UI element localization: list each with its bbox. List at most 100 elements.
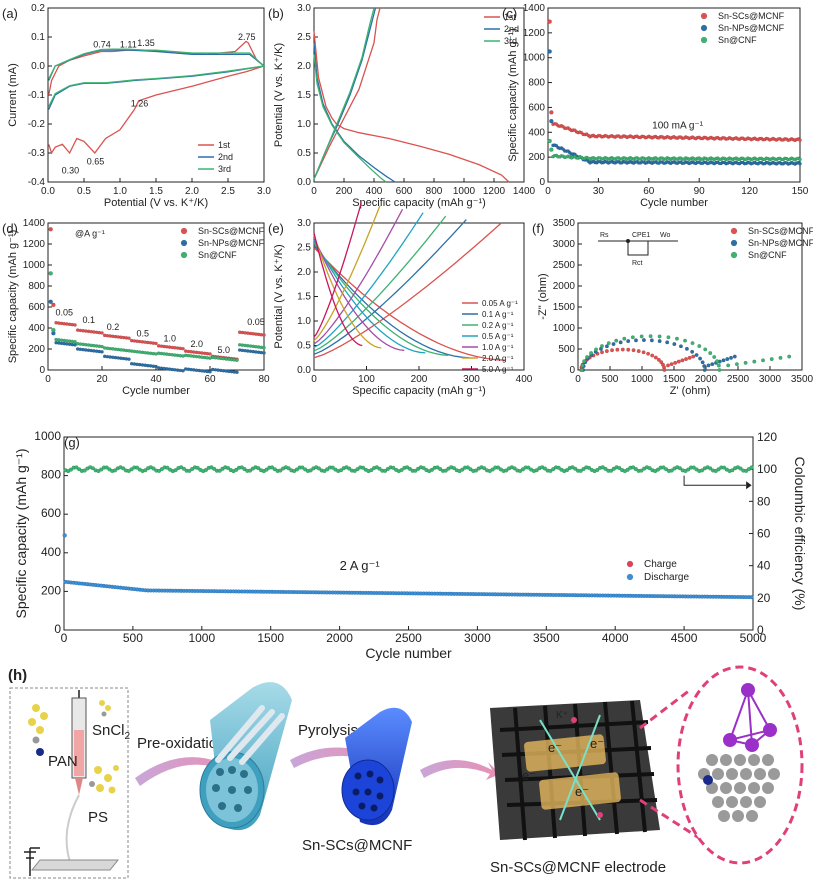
point-efficiency-g: [294, 467, 299, 472]
y-tick-label-a: 0.0: [31, 61, 45, 72]
point-efficiency-g: [330, 465, 335, 470]
point-f: [656, 357, 661, 362]
point-d: [48, 227, 53, 232]
y-tick-label-f: 1500: [553, 302, 576, 313]
point-f: [657, 339, 662, 344]
point-c: [547, 19, 552, 24]
point-efficiency-g: [443, 468, 448, 473]
point-f: [717, 368, 722, 373]
point-efficiency-g: [639, 468, 644, 473]
point-efficiency-g: [308, 468, 313, 473]
x-tick-label-c: 120: [741, 186, 758, 197]
unit-note-d: @A g⁻¹: [75, 229, 105, 239]
electron-label-3: e⁻: [522, 768, 536, 783]
y-tick-label-b: 1.5: [297, 90, 311, 101]
point-efficiency-g: [203, 467, 209, 473]
point-f: [636, 349, 641, 354]
point-efficiency-g: [239, 465, 244, 470]
point-efficiency-g: [429, 467, 435, 472]
x-tick-label-g: 3000: [464, 631, 491, 645]
point-d: [181, 368, 185, 373]
point-f: [726, 363, 731, 368]
circuit-cpe: CPE1: [632, 232, 650, 239]
y-tick-label-c: 1000: [523, 53, 546, 64]
syringe-fluid: [74, 730, 84, 776]
legend-label-a: 3rd: [218, 164, 231, 174]
point-efficiency-g: [490, 467, 495, 472]
y-tick-label-f: 3000: [553, 239, 576, 250]
point-f: [604, 344, 609, 349]
y-tick-label-g: 0: [54, 622, 61, 636]
point-f: [614, 338, 619, 343]
point-f: [615, 347, 620, 352]
point-d: [73, 339, 77, 344]
annotation-a: 0.74: [93, 39, 111, 49]
point-f: [687, 355, 692, 360]
point-d: [51, 302, 56, 308]
x-tick-label-f: 0: [575, 374, 581, 385]
x-tick-label-c: 90: [694, 186, 706, 197]
arrow-to-right-axis: [683, 475, 747, 486]
annotation-a: 1.11: [120, 39, 137, 49]
series-discharge-e: [313, 239, 426, 354]
annotation-a: 2.75: [238, 32, 256, 42]
point-efficiency-g: [104, 465, 109, 470]
x-axis-label-b: Specific capacity (mAh g⁻¹): [352, 197, 486, 209]
plot-frame-c: [547, 7, 801, 183]
series-charge-e: [313, 208, 404, 345]
y-tick-label-d: 1000: [23, 260, 46, 271]
legend-swatch-g: [626, 560, 634, 568]
point-c: [547, 138, 552, 144]
arrow-electrode: [420, 760, 500, 780]
x-tick-label-g: 3500: [533, 631, 560, 645]
legend-label-e: 0.1 A g⁻¹: [482, 310, 514, 319]
point-efficiency-g: [512, 466, 517, 471]
y-tick-label-e: 2.0: [297, 267, 311, 278]
point-f: [665, 340, 670, 345]
chart-g: 0 500 1000 1500 2000 2500 3000 3500 4000 4500 5000…: [13, 429, 808, 661]
legend-label-a: 2nd: [218, 152, 233, 162]
series-3rd-a: [48, 48, 266, 107]
panel-label-g: (g): [64, 435, 80, 450]
point-efficiency-g: [744, 468, 749, 474]
y-tick-label-d: 1200: [23, 239, 46, 250]
point-f: [684, 357, 689, 362]
point-efficiency-g: [482, 466, 487, 471]
y-axis-label-d: Specific capacity (mAh g⁻¹): [7, 230, 19, 364]
x-tick-label-a: 2.5: [221, 186, 235, 197]
point-efficiency-g: [352, 468, 357, 474]
point-f: [672, 342, 677, 347]
x-tick-label-e: 400: [516, 374, 533, 385]
point-efficiency-g: [564, 468, 570, 473]
series-2nd-a: [48, 49, 266, 110]
point-f: [626, 339, 631, 344]
point-efficiency-g: [573, 466, 578, 471]
point-f: [721, 358, 726, 363]
panel-label-e: (e): [268, 221, 284, 236]
point-efficiency-g: [633, 466, 638, 472]
y-axis-label-g: Specific capacity (mAh g⁻¹): [13, 449, 29, 619]
series-discharge-e: [313, 242, 449, 356]
point-f: [582, 359, 587, 364]
point-efficiency-g: [647, 466, 652, 471]
electron-label-1: e⁻: [548, 740, 562, 755]
point-f: [702, 364, 707, 369]
point-f: [778, 355, 783, 360]
legend-label-b: 3rd: [504, 36, 517, 46]
x-tick-label-b: 1400: [513, 186, 536, 197]
point-f: [630, 335, 635, 340]
step-pre-oxidation-label: Pre-oxidation: [137, 735, 225, 752]
x-tick-label-g: 5000: [740, 631, 767, 645]
point-efficiency-g: [473, 468, 479, 473]
point-efficiency-g: [129, 467, 134, 472]
point-efficiency-g: [677, 466, 683, 471]
point-efficiency-g: [159, 467, 164, 472]
x-tick-label-c: 0: [545, 186, 551, 197]
point-efficiency-g: [143, 468, 148, 473]
point-efficiency-g: [325, 467, 330, 472]
point-efficiency-g: [460, 467, 465, 472]
point-efficiency-g: [468, 467, 473, 472]
y2-tick-label-g: 0: [757, 623, 764, 637]
step-pyrolysis-label: Pyrolysis: [298, 722, 358, 739]
point-efficiency-g: [669, 468, 674, 473]
